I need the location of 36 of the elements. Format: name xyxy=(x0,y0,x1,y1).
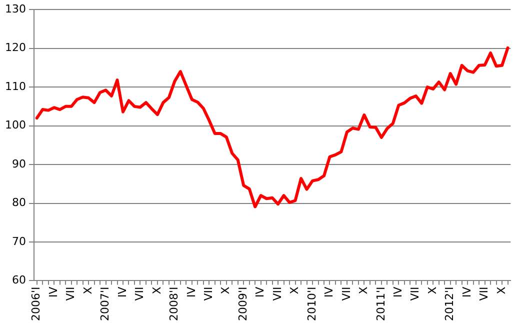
x-tick-label: 2011'I xyxy=(374,286,388,322)
y-tick-label: 100 xyxy=(4,118,26,132)
x-tick-label: 2006'I xyxy=(30,286,43,322)
x-tick-label: IV xyxy=(46,286,60,298)
x-tick-label: IV xyxy=(460,286,474,298)
x-tick-label: VII xyxy=(270,286,284,301)
y-tick-label: 90 xyxy=(12,157,26,170)
x-tick-label: IV xyxy=(254,286,267,298)
x-tick-label: 2007'I xyxy=(98,286,112,322)
x-tick-label: 2008'I xyxy=(168,286,181,322)
x-tick-label: VII xyxy=(340,286,353,301)
x-tick-label: VII xyxy=(64,286,78,301)
x-tick-label: IV xyxy=(116,286,129,298)
x-tick-label: X xyxy=(150,286,164,294)
x-tick-label: X xyxy=(494,286,508,294)
y-tick-label: 110 xyxy=(4,80,26,93)
x-tick-label: IV xyxy=(322,286,336,298)
y-tick-label: 70 xyxy=(12,234,26,248)
x-tick-label: 2010'I xyxy=(305,286,318,322)
y-tick-label: 80 xyxy=(12,196,26,210)
x-tick-label: 2012'I xyxy=(443,286,456,322)
y-tick-label: 60 xyxy=(12,274,26,287)
x-tick-label: X xyxy=(357,286,370,294)
x-tick-label: X xyxy=(219,286,232,294)
x-tick-label: X xyxy=(426,286,439,294)
x-tick-label: VII xyxy=(202,286,216,301)
x-tick-label: X xyxy=(288,286,302,294)
y-tick-label: 130 xyxy=(4,2,26,16)
x-tick-label: X xyxy=(81,286,94,294)
x-tick-label: VII xyxy=(408,286,422,301)
x-tick-label: IV xyxy=(184,286,198,298)
x-tick-label: IV xyxy=(392,286,405,298)
y-tick-label: 120 xyxy=(4,41,26,54)
x-tick-label: VII xyxy=(133,286,146,301)
x-tick-label: 2009'I xyxy=(236,286,250,322)
x-tick-label: VII xyxy=(478,286,491,301)
